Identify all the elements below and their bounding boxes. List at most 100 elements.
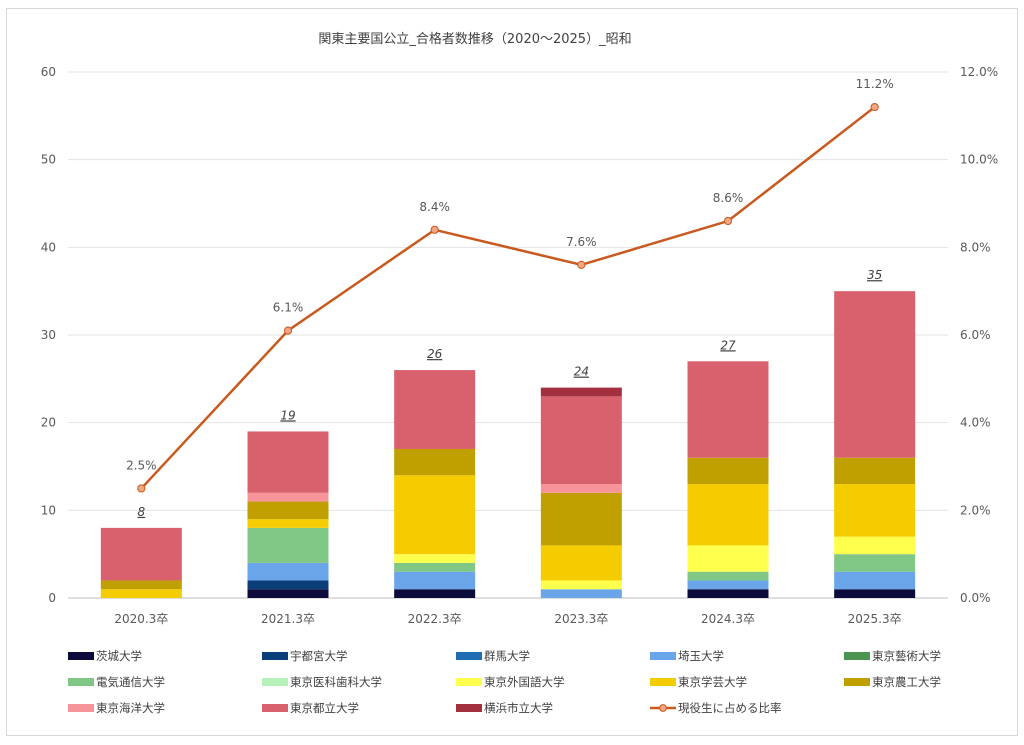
bar-segment: [834, 589, 916, 598]
bar-segment: [540, 484, 622, 493]
bar-segment: [540, 580, 622, 590]
legend-label: 現役生に占める比率: [678, 701, 782, 715]
bar-segment: [834, 457, 916, 485]
bar-segment: [540, 396, 622, 485]
legend-label: 埼玉大学: [678, 649, 724, 663]
y2-tick-label: 10.0%: [960, 153, 998, 167]
ratio-label: 8.6%: [713, 191, 744, 205]
y-tick-label: 30: [41, 328, 56, 342]
x-tick-label: 2025.3卒: [848, 612, 902, 626]
legend-label: 横浜市立大学: [484, 701, 553, 715]
bar-segment: [834, 536, 916, 555]
y-tick-label: 60: [41, 65, 56, 79]
legend-label: 群馬大学: [484, 649, 530, 663]
y-tick-label: 0: [48, 591, 56, 605]
legend-label: 宇都宮大学: [290, 649, 348, 663]
x-tick-label: 2020.3卒: [114, 612, 168, 626]
legend-swatch: [262, 652, 288, 660]
total-label: 19: [280, 408, 295, 422]
bar-segment: [540, 492, 622, 546]
legend-swatch: [262, 678, 288, 686]
bar-segment: [100, 589, 182, 598]
y2-tick-label: 2.0%: [960, 503, 991, 517]
total-label: 8: [138, 505, 146, 519]
bar-segment: [247, 492, 329, 502]
bar-segment: [247, 519, 329, 528]
ratio-label: 6.1%: [273, 301, 304, 315]
y-tick-label: 20: [41, 416, 56, 430]
legend-swatch: [844, 652, 870, 660]
bar-segment: [394, 589, 476, 598]
bar-segment: [834, 554, 916, 572]
bar-segment: [540, 545, 622, 581]
bar-segment: [247, 589, 329, 598]
y-tick-label: 10: [41, 503, 56, 517]
chart-title: 関東主要国公立_合格者数推移（2020～2025）_昭和: [318, 31, 631, 47]
ratio-point: [283, 326, 293, 335]
ratio-label: 8.4%: [419, 200, 450, 214]
bar-segment: [247, 527, 329, 563]
ratio-point: [723, 216, 733, 226]
bar-segment: [687, 361, 769, 458]
total-label: 35: [867, 268, 882, 282]
legend-swatch-marker: [659, 704, 667, 712]
legend-swatch: [456, 678, 482, 686]
bar-segment: [394, 475, 476, 555]
ratio-point: [137, 484, 146, 493]
legend-label: 東京藝術大学: [872, 649, 941, 663]
bar-segment: [834, 484, 916, 537]
legend-label: 東京海洋大学: [96, 701, 165, 715]
legend-swatch: [650, 652, 676, 660]
legend-swatch: [650, 678, 676, 686]
bar-segment: [247, 562, 329, 581]
legend-label: 東京都立大学: [290, 701, 359, 715]
bar-segment: [100, 527, 182, 581]
bar-segment: [247, 580, 329, 590]
ratio-label: 11.2%: [856, 77, 894, 91]
legend-swatch: [456, 704, 482, 712]
legend-label: 東京農工大学: [872, 675, 941, 689]
legend-label: 東京外国語大学: [484, 675, 565, 689]
total-label: 27: [720, 338, 736, 352]
bar-segment: [394, 448, 476, 476]
legend-label: 東京学芸大学: [678, 675, 747, 689]
y-tick-label: 40: [41, 240, 56, 254]
ratio-point: [577, 260, 586, 269]
total-label: 24: [574, 365, 589, 379]
y-tick-label: 50: [41, 153, 56, 167]
bar-segment: [100, 580, 182, 590]
bar-segment: [540, 589, 622, 598]
bar-segment: [247, 501, 329, 520]
x-tick-label: 2021.3卒: [261, 612, 315, 626]
x-tick-label: 2023.3卒: [554, 612, 608, 626]
bar-segment: [394, 370, 476, 449]
legend-label: 電気通信大学: [96, 675, 165, 689]
legend-swatch: [68, 678, 94, 686]
x-tick-label: 2024.3卒: [701, 612, 755, 626]
legend-label: 茨城大学: [96, 649, 142, 663]
bar-segment: [834, 571, 916, 590]
y2-tick-label: 8.0%: [960, 240, 991, 254]
x-tick-label: 2022.3卒: [408, 612, 462, 626]
legend-swatch: [68, 704, 94, 712]
ratio-point: [430, 225, 439, 234]
ratio-point: [870, 102, 879, 112]
legend-swatch: [844, 678, 870, 686]
total-label: 26: [427, 347, 443, 361]
bar-segment: [687, 457, 769, 485]
y2-tick-label: 0.0%: [960, 591, 991, 605]
bar-segment: [687, 589, 769, 598]
ratio-label: 7.6%: [566, 235, 597, 249]
legend-swatch: [456, 652, 482, 660]
bar-segment: [394, 562, 476, 572]
bar-segment: [834, 291, 916, 458]
ratio-line: [140, 106, 876, 490]
y2-tick-label: 4.0%: [960, 416, 991, 430]
bar-segment: [247, 431, 329, 493]
ratio-label: 2.5%: [126, 458, 157, 472]
bar-segment: [687, 484, 769, 546]
bar-segment: [394, 571, 476, 590]
legend-label: 東京医科歯科大学: [290, 675, 382, 689]
legend-swatch: [262, 704, 288, 712]
y2-tick-label: 12.0%: [960, 65, 998, 79]
